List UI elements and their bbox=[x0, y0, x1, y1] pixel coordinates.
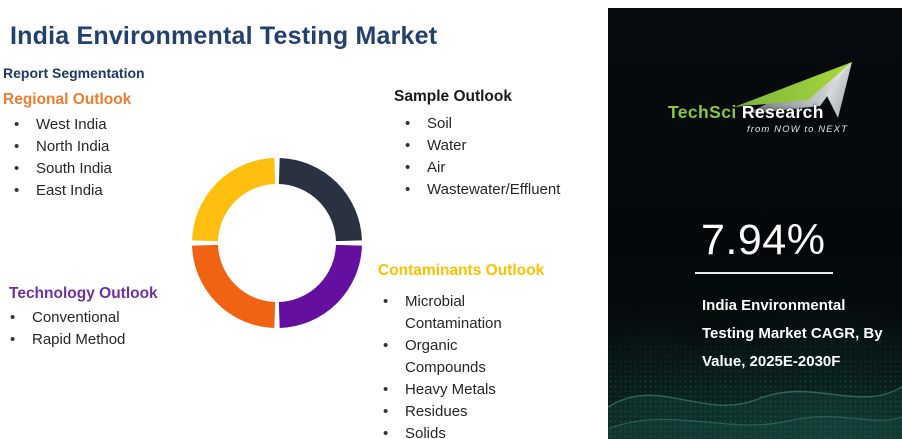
list-item-label: South India bbox=[36, 160, 112, 177]
donut-segment-sample bbox=[278, 158, 362, 242]
list-item: •Value, 2025E-2030F bbox=[702, 348, 887, 376]
list-item-label: Water bbox=[427, 137, 467, 154]
report-segmentation-label: Report Segmentation bbox=[3, 65, 145, 81]
donut-segment-contaminants bbox=[192, 158, 276, 242]
list-item-label: Organic Compounds bbox=[405, 337, 486, 376]
bullet-icon: • bbox=[405, 181, 411, 198]
logo-arrow-icon bbox=[734, 62, 852, 118]
list-item: • Air bbox=[403, 157, 588, 179]
list-item-label: Residues bbox=[405, 403, 468, 420]
list-item: • Residues bbox=[381, 401, 541, 423]
list-item: • Conventional bbox=[8, 307, 188, 329]
list-item: •Testing Market CAGR, By bbox=[702, 320, 887, 348]
contaminants-outlook-list: • Microbial Contamination • Organic Compoun… bbox=[381, 291, 541, 439]
list-item: • Organic Compounds bbox=[381, 335, 541, 379]
list-item-label: Soil bbox=[427, 115, 453, 132]
regional-outlook-heading: Regional Outlook bbox=[3, 91, 132, 108]
list-item-label: Testing Market CAGR, By bbox=[702, 325, 883, 342]
bullet-icon: • bbox=[383, 381, 389, 398]
bullet-icon: • bbox=[14, 116, 20, 133]
donut-segment-regional bbox=[192, 244, 276, 328]
technology-outlook-list: • Conventional • Rapid Method bbox=[8, 307, 188, 351]
bullet-icon: • bbox=[383, 337, 389, 354]
wave-lines-decoration bbox=[608, 386, 902, 439]
wave-dot-texture bbox=[608, 319, 902, 439]
bullet-icon: • bbox=[14, 160, 20, 177]
list-item: • Heavy Metals bbox=[381, 379, 541, 401]
sample-outlook-heading: Sample Outlook bbox=[394, 88, 512, 105]
logo-word-techsci: TechSci bbox=[668, 102, 737, 122]
list-item: • Solids bbox=[381, 423, 541, 439]
list-item: • Microbial Contamination bbox=[381, 291, 541, 335]
list-item-label: Wastewater/Effluent bbox=[427, 181, 561, 198]
list-item: • East India bbox=[12, 180, 182, 202]
page-title: India Environmental Testing Market bbox=[10, 22, 438, 50]
list-item-label: Rapid Method bbox=[32, 331, 126, 348]
bullet-icon: • bbox=[405, 115, 411, 132]
logo-word-research: Research bbox=[736, 102, 824, 122]
bullet-icon: • bbox=[14, 138, 20, 155]
list-item: • Soil bbox=[403, 113, 588, 135]
bullet-icon: • bbox=[10, 331, 16, 348]
bullet-icon: • bbox=[383, 403, 389, 420]
stat-caption: •India Environmental•Testing Market CAGR… bbox=[702, 292, 887, 376]
list-item-label: Conventional bbox=[32, 309, 120, 326]
donut-segment-technology bbox=[278, 244, 362, 328]
bullet-icon: • bbox=[10, 309, 16, 326]
logo-wordmark: TechSci Research bbox=[668, 102, 824, 123]
list-item: • Rapid Method bbox=[8, 329, 188, 351]
list-item-label: Solids bbox=[405, 425, 446, 439]
bullet-icon: • bbox=[405, 137, 411, 154]
regional-outlook-list: • West India • North India • South India • East… bbox=[12, 114, 182, 202]
list-item: • West India bbox=[12, 114, 182, 136]
sample-outlook-list: • Soil • Water • Air • Wastewater/Effluent bbox=[403, 113, 588, 201]
list-item-label: West India bbox=[36, 116, 107, 133]
list-item-label: Air bbox=[427, 159, 446, 176]
list-item-label: Microbial Contamination bbox=[405, 293, 502, 332]
bullet-icon: • bbox=[383, 425, 389, 439]
techsci-research-logo: TechSci Research from NOW to NEXT bbox=[664, 60, 856, 140]
list-item-label: Heavy Metals bbox=[405, 381, 496, 398]
list-item: • North India bbox=[12, 136, 182, 158]
segmentation-donut-chart bbox=[192, 158, 362, 328]
list-item-label: India Environmental bbox=[702, 297, 846, 314]
bullet-icon: • bbox=[405, 159, 411, 176]
list-item-label: Value, 2025E-2030F bbox=[702, 353, 841, 370]
bullet-icon: • bbox=[383, 293, 389, 310]
list-item-label: North India bbox=[36, 138, 110, 155]
technology-outlook-heading: Technology Outlook bbox=[9, 285, 158, 302]
stat-side-panel: TechSci Research from NOW to NEXT 7.94% … bbox=[608, 8, 902, 439]
bullet-icon: • bbox=[14, 182, 20, 199]
logo-tagline: from NOW to NEXT bbox=[747, 124, 848, 135]
list-item: • Wastewater/Effluent bbox=[403, 179, 588, 201]
stat-divider-line bbox=[695, 272, 833, 274]
cagr-stat-value: 7.94% bbox=[701, 216, 826, 264]
list-item-label: East India bbox=[36, 182, 103, 199]
list-item: •India Environmental bbox=[702, 292, 887, 320]
list-item: • Water bbox=[403, 135, 588, 157]
list-item: • South India bbox=[12, 158, 182, 180]
contaminants-outlook-heading: Contaminants Outlook bbox=[378, 262, 545, 279]
